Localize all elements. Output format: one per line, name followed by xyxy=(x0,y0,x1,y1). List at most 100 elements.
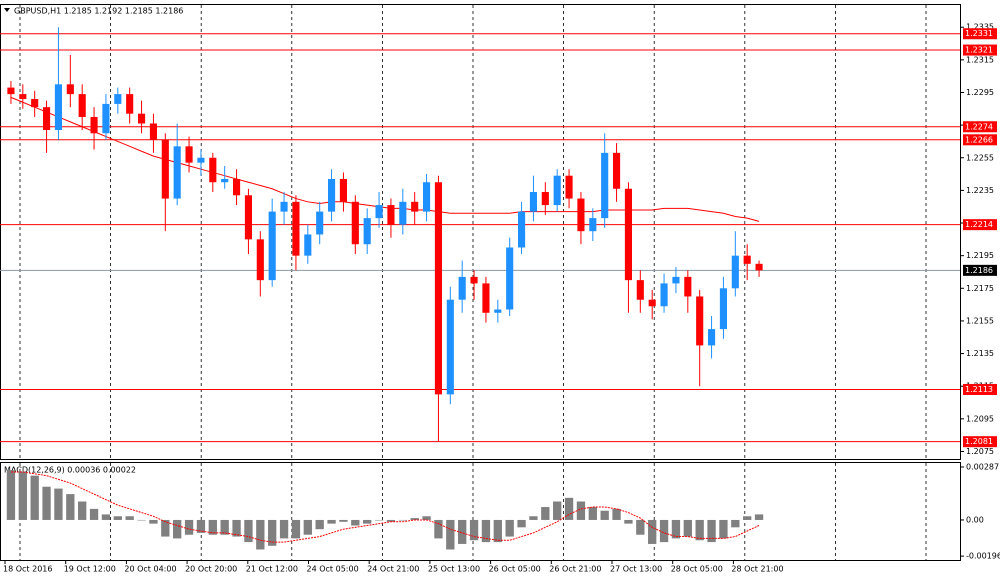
candle-body xyxy=(482,283,490,313)
candle-body xyxy=(423,182,431,212)
macd-bar xyxy=(386,519,396,522)
macd-bar xyxy=(149,519,158,524)
macd-bar xyxy=(743,516,752,520)
x-tick-label: 20 Oct 20:00 xyxy=(185,565,237,574)
candle-body xyxy=(434,182,442,395)
candle-body xyxy=(138,113,146,124)
macd-bar xyxy=(469,519,479,541)
candle-body xyxy=(613,152,621,189)
candle-body xyxy=(185,146,193,163)
candle-body xyxy=(672,276,680,284)
macd-bar xyxy=(268,519,277,546)
x-tick-label: 19 Oct 12:00 xyxy=(64,565,116,574)
x-tick-label: 28 Oct 05:00 xyxy=(671,565,723,574)
level-tag xyxy=(963,383,997,395)
current-price-label: 1.2186 xyxy=(965,266,993,275)
macd-bar xyxy=(351,519,360,526)
candle-body xyxy=(518,211,526,248)
macd-bar xyxy=(683,519,692,537)
macd-bar xyxy=(125,516,134,520)
macd-bar xyxy=(707,519,716,543)
level-tag xyxy=(963,121,997,133)
macd-bar xyxy=(505,519,514,537)
macd-bar xyxy=(291,519,301,539)
candle-body xyxy=(719,288,727,330)
macd-bar xyxy=(66,494,75,520)
level-label: 1.2081 xyxy=(965,437,993,446)
candle-body xyxy=(529,192,537,212)
candle-body xyxy=(577,198,585,232)
macd-bar xyxy=(624,519,633,524)
x-tick-label: 21 Oct 12:00 xyxy=(246,565,298,574)
candle-body xyxy=(304,234,312,256)
x-tick-label: 26 Oct 21:00 xyxy=(549,565,601,574)
candle-body xyxy=(339,178,347,202)
candle-body xyxy=(387,205,395,225)
moving-average xyxy=(10,96,760,222)
macd-bar xyxy=(18,471,27,520)
y-tick-label: 0.00 xyxy=(966,515,984,524)
x-tick-label: 25 Oct 13:00 xyxy=(428,565,480,574)
candle-body xyxy=(541,192,549,206)
candle-body xyxy=(149,123,157,140)
macd-bar xyxy=(659,519,669,543)
level-tag xyxy=(963,134,997,146)
macd-bar xyxy=(481,519,491,543)
macd-bar xyxy=(446,519,455,550)
candle-body xyxy=(755,263,763,271)
y-tick-label: 1.2095 xyxy=(966,414,994,423)
y-tick-label: 1.2295 xyxy=(966,88,994,97)
candle-body xyxy=(233,178,241,196)
macd-bar xyxy=(279,519,289,539)
level-label: 1.2113 xyxy=(965,385,993,394)
candle-body xyxy=(589,218,597,232)
indicator-title: MACD(12,26,9) 0.00036 0.00022 xyxy=(4,466,136,475)
y-tick-label: 1.2155 xyxy=(966,316,994,325)
macd-bar xyxy=(422,516,431,520)
macd-bar xyxy=(196,519,206,533)
candle-body xyxy=(43,107,51,131)
macd-bar xyxy=(648,519,657,544)
macd-bar xyxy=(410,518,419,520)
macd-bar xyxy=(363,519,372,524)
macd-bar xyxy=(553,501,562,520)
x-tick-label: 26 Oct 05:00 xyxy=(489,565,541,574)
macd-bar xyxy=(493,519,502,543)
x-tick-label: 18 Oct 2016 xyxy=(3,565,52,574)
macd-bar xyxy=(374,519,384,521)
candle-body xyxy=(292,201,300,256)
macd-bar xyxy=(220,519,229,535)
candle-body xyxy=(31,99,39,108)
macd-bar xyxy=(244,519,253,543)
candle-body xyxy=(636,280,644,300)
candle-body xyxy=(411,201,419,212)
macd-bar xyxy=(576,501,586,520)
y-tick-label: 1.2335 xyxy=(966,23,994,32)
macd-bar xyxy=(588,507,597,520)
macd-bar xyxy=(636,519,645,535)
x-tick-label: 24 Oct 21:00 xyxy=(367,565,419,574)
macd-bar xyxy=(42,486,51,520)
candle-body xyxy=(268,211,276,281)
macd-bar xyxy=(161,519,170,537)
level-tag xyxy=(963,28,997,40)
candle-body xyxy=(375,205,383,219)
menu-arrow xyxy=(4,8,10,12)
candle-body xyxy=(494,309,502,313)
macd-bar xyxy=(113,516,122,520)
macd-bar xyxy=(78,501,87,520)
candle-body xyxy=(684,276,692,297)
candle-body xyxy=(173,146,181,199)
macd-bar xyxy=(256,519,265,550)
x-tick-label: 27 Oct 13:00 xyxy=(610,565,662,574)
candle-body xyxy=(648,299,656,307)
macd-bar xyxy=(731,519,740,528)
x-tick-label: 28 Oct 21:00 xyxy=(731,565,783,574)
candle-body xyxy=(553,175,561,206)
candle-body xyxy=(624,188,632,281)
macd-bar xyxy=(6,470,16,520)
macd-bar xyxy=(695,519,704,541)
candle-body xyxy=(696,296,704,346)
level-label: 1.2274 xyxy=(965,122,993,131)
macd-bar xyxy=(398,519,407,521)
